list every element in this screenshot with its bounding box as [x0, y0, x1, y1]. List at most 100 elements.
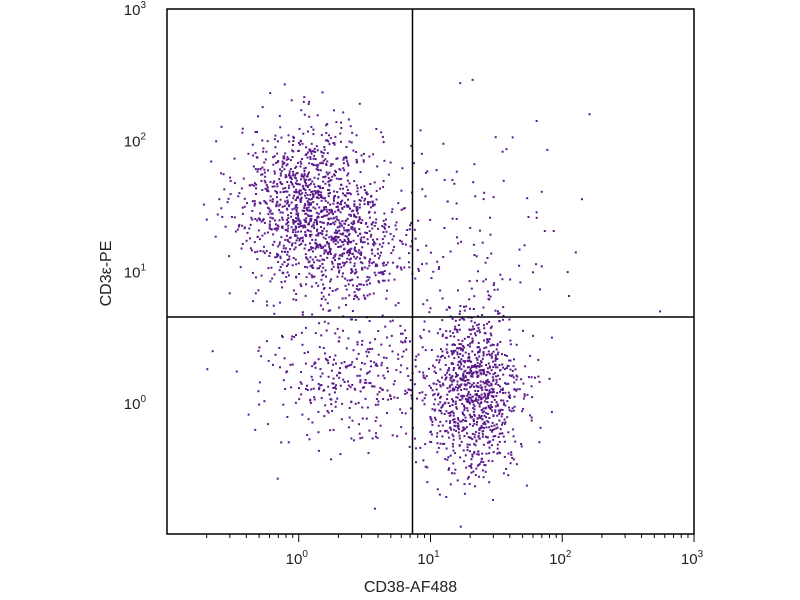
- data-point: [486, 420, 489, 423]
- data-point: [302, 226, 305, 229]
- data-point: [228, 255, 231, 258]
- data-point: [539, 426, 542, 429]
- data-point: [370, 223, 373, 226]
- data-point: [452, 428, 455, 431]
- data-point: [319, 169, 322, 172]
- data-point: [297, 223, 300, 225]
- data-point: [339, 187, 342, 190]
- data-point: [326, 201, 329, 204]
- data-point: [381, 262, 384, 265]
- data-point: [241, 243, 244, 245]
- data-point: [468, 465, 471, 468]
- data-point: [334, 243, 337, 246]
- data-point: [250, 249, 253, 252]
- data-point: [494, 363, 497, 366]
- data-point: [439, 410, 442, 412]
- data-point: [426, 481, 429, 484]
- data-point: [381, 314, 384, 317]
- data-point: [277, 204, 280, 207]
- data-point: [345, 288, 348, 291]
- data-point: [518, 248, 521, 251]
- data-point: [329, 253, 332, 255]
- data-point: [319, 384, 322, 387]
- data-point: [266, 186, 269, 189]
- data-point: [491, 409, 493, 412]
- data-point: [373, 211, 376, 214]
- data-point: [367, 452, 370, 455]
- data-point: [457, 393, 460, 396]
- data-point: [344, 277, 347, 280]
- data-point: [301, 224, 304, 227]
- data-point: [476, 346, 479, 349]
- data-point: [480, 361, 483, 364]
- data-point: [342, 162, 345, 165]
- data-point: [449, 411, 452, 414]
- data-point: [405, 337, 408, 339]
- data-point: [345, 204, 348, 207]
- data-point: [364, 197, 367, 200]
- data-point: [489, 344, 492, 347]
- data-point: [481, 241, 484, 244]
- data-point: [339, 232, 342, 235]
- data-point: [375, 218, 378, 221]
- data-point: [252, 300, 255, 303]
- data-point: [502, 392, 504, 394]
- data-point: [308, 171, 310, 174]
- data-point: [382, 186, 385, 188]
- data-point: [335, 362, 337, 365]
- data-point: [280, 136, 283, 139]
- data-point: [493, 288, 496, 291]
- data-point: [351, 310, 354, 312]
- data-point: [498, 441, 501, 443]
- data-point: [285, 158, 288, 161]
- data-point: [309, 182, 312, 185]
- data-point: [455, 429, 457, 432]
- data-point: [339, 203, 342, 206]
- data-point: [509, 368, 512, 371]
- data-point: [373, 181, 376, 184]
- data-point: [303, 206, 306, 209]
- data-point: [269, 180, 272, 183]
- data-point: [480, 387, 483, 389]
- data-point: [321, 230, 324, 233]
- data-point: [334, 135, 337, 138]
- data-point: [513, 388, 516, 391]
- data-point: [334, 194, 336, 197]
- data-point: [348, 241, 351, 243]
- data-point: [304, 362, 307, 365]
- data-point: [380, 343, 383, 346]
- data-point: [310, 197, 313, 200]
- data-point: [269, 195, 272, 198]
- data-point: [348, 234, 350, 236]
- data-point: [326, 241, 329, 243]
- data-point: [502, 399, 505, 402]
- data-point: [342, 232, 345, 235]
- data-point: [311, 190, 314, 193]
- data-point: [453, 344, 456, 346]
- data-point: [320, 215, 323, 218]
- data-point: [327, 188, 329, 191]
- data-point: [309, 399, 312, 402]
- data-point: [305, 175, 308, 178]
- data-point: [461, 429, 464, 432]
- data-point: [512, 428, 515, 431]
- data-point: [459, 361, 462, 364]
- data-point: [488, 365, 491, 368]
- data-point: [355, 134, 358, 137]
- data-point: [353, 222, 356, 225]
- data-point: [436, 379, 439, 382]
- data-point: [211, 350, 214, 353]
- data-point: [323, 146, 326, 148]
- data-point: [348, 364, 351, 367]
- data-point: [324, 404, 327, 407]
- data-point: [441, 350, 444, 353]
- data-point: [366, 225, 369, 228]
- data-point: [507, 452, 510, 455]
- data-point: [307, 203, 310, 206]
- data-point: [347, 204, 350, 207]
- data-point: [335, 171, 337, 173]
- data-point: [330, 238, 333, 241]
- data-point: [330, 278, 333, 281]
- data-point: [371, 262, 374, 265]
- data-point: [340, 245, 343, 248]
